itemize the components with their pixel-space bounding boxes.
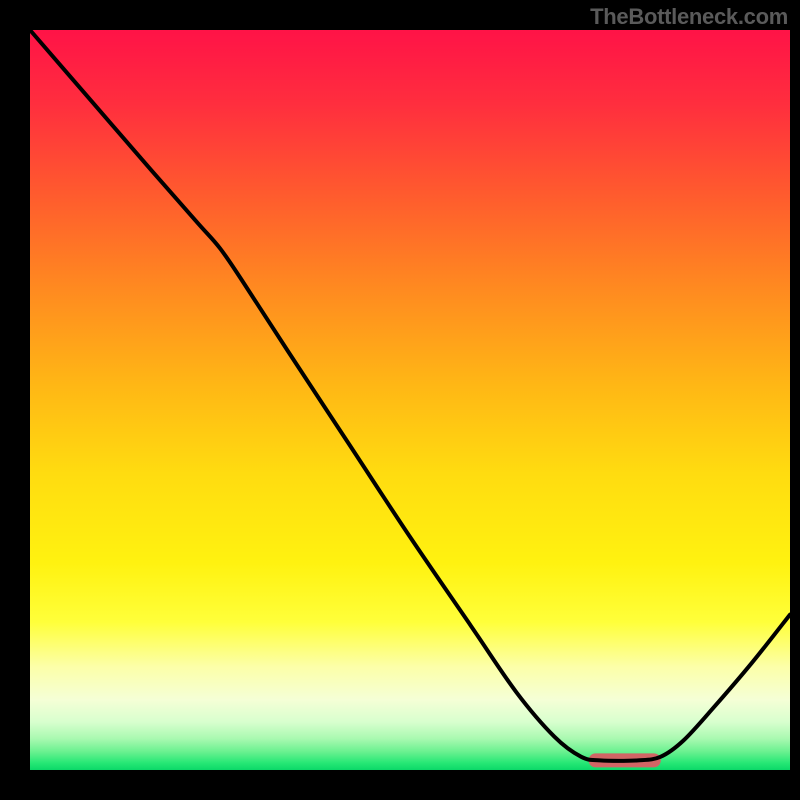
watermark-text: TheBottleneck.com — [590, 4, 788, 30]
chart-container: TheBottleneck.com — [0, 0, 800, 800]
plot-background — [30, 30, 790, 770]
bottleneck-chart — [0, 0, 800, 800]
